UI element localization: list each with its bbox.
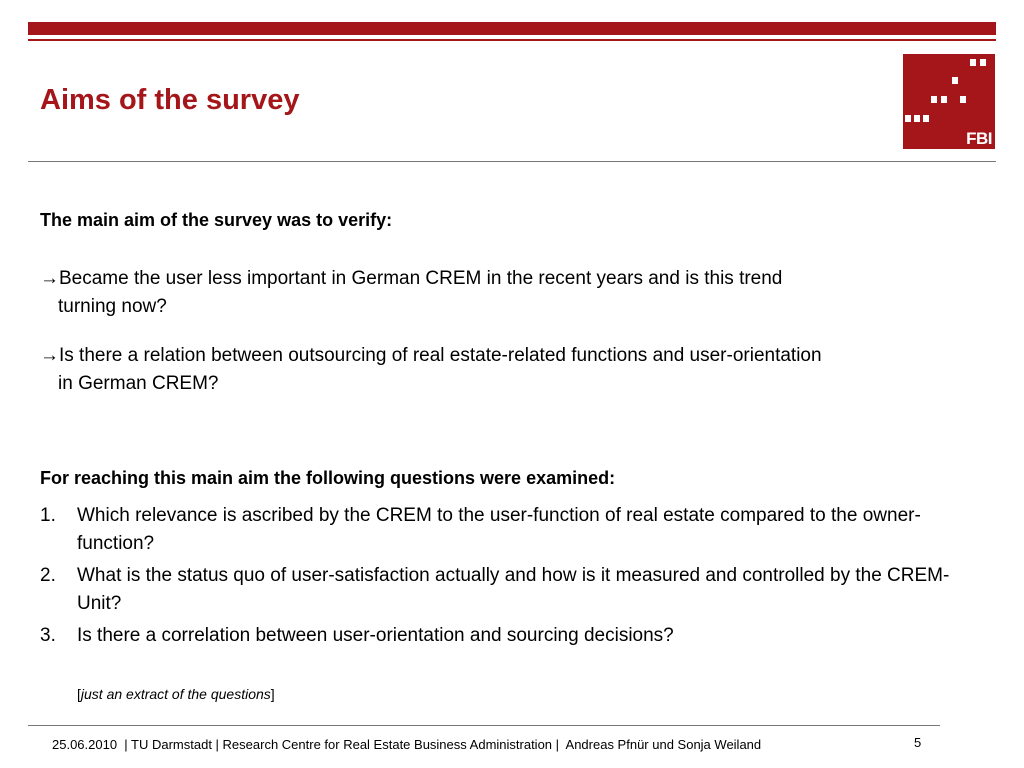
question-item-1: 1. Which relevance is ascribed by the CR… [40,502,986,558]
aim-item-1: →Became the user less important in Germa… [40,265,990,321]
footer-text: 25.06.2010 | TU Darmstadt | Research Cen… [52,737,762,752]
title-divider [28,161,996,162]
question-item-2: 2. What is the status quo of user-satisf… [40,562,986,618]
aim-text-line2: turning now? [58,296,167,317]
question-number: 2. [40,565,56,586]
aim-text-line1: Is there a relation between outsourcing … [59,345,822,366]
footer-divider [28,725,940,726]
note-bracket-open: [ [77,686,81,702]
aim-item-2: →Is there a relation between outsourcing… [40,342,990,398]
question-item-3: 3. Is there a correlation between user-o… [40,622,986,650]
header-accent-line [28,39,996,41]
aim-text-line2: in German CREM? [58,373,219,394]
arrow-icon: → [40,268,59,289]
aim-heading: The main aim of the survey was to verify… [40,210,393,230]
extract-note: [just an extract of the questions] [77,686,275,702]
page-number: 5 [914,735,922,750]
fbi-logo: FBI [903,54,995,149]
questions-heading: For reaching this main aim the following… [40,468,616,488]
aim-text-line1: Became the user less important in German… [59,268,783,289]
note-text: just an extract of the questions [80,686,271,702]
header-accent-bar [28,22,996,35]
question-number: 1. [40,505,56,526]
slide-title: Aims of the survey [40,84,300,116]
logo-text: FBI [966,129,992,148]
question-text: What is the status quo of user-satisfact… [77,565,950,614]
note-bracket-close: ] [270,686,275,702]
question-number: 3. [40,625,56,646]
arrow-icon: → [40,345,59,366]
question-text: Is there a correlation between user-orie… [77,625,674,646]
question-text: Which relevance is ascribed by the CREM … [77,505,921,554]
